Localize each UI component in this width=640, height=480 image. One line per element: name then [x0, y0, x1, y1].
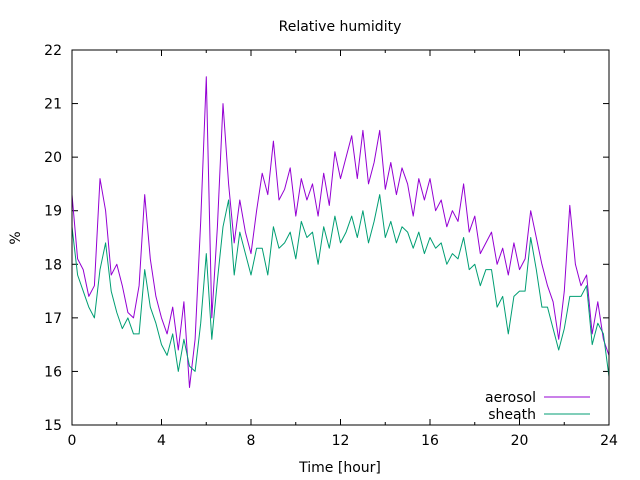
- plot-area: 0 4 8 12 16 20 24 15 16 17 18 19 20 21 22: [44, 43, 618, 449]
- x-tick-label: 16: [421, 433, 439, 449]
- chart-title: Relative humidity: [279, 19, 402, 35]
- y-tick-label: 17: [44, 311, 62, 327]
- x-tick-label: 4: [157, 433, 166, 449]
- legend-label-aerosol: aerosol: [485, 390, 536, 406]
- series-line-aerosol: [71, 76, 610, 388]
- y-tick-label: 18: [44, 257, 62, 273]
- x-axis-label: Time [hour]: [298, 460, 381, 476]
- plot-frame: [71, 49, 610, 426]
- x-tick-label: 20: [511, 433, 529, 449]
- x-tick-label: 8: [247, 433, 256, 449]
- x-tick-label: 12: [332, 433, 350, 449]
- y-tick-label: 21: [44, 97, 62, 113]
- x-tick-label: 24: [600, 433, 618, 449]
- y-tick-label: 15: [44, 418, 62, 434]
- series-line-sheath: [71, 194, 610, 377]
- y-tick-label: 19: [44, 204, 62, 220]
- y-tick-label: 22: [44, 43, 62, 59]
- x-tick-label: 0: [68, 433, 77, 449]
- y-axis-label: %: [8, 231, 24, 244]
- legend-label-sheath: sheath: [488, 407, 536, 423]
- y-tick-label: 16: [44, 364, 62, 380]
- y-tick-label: 20: [44, 150, 62, 166]
